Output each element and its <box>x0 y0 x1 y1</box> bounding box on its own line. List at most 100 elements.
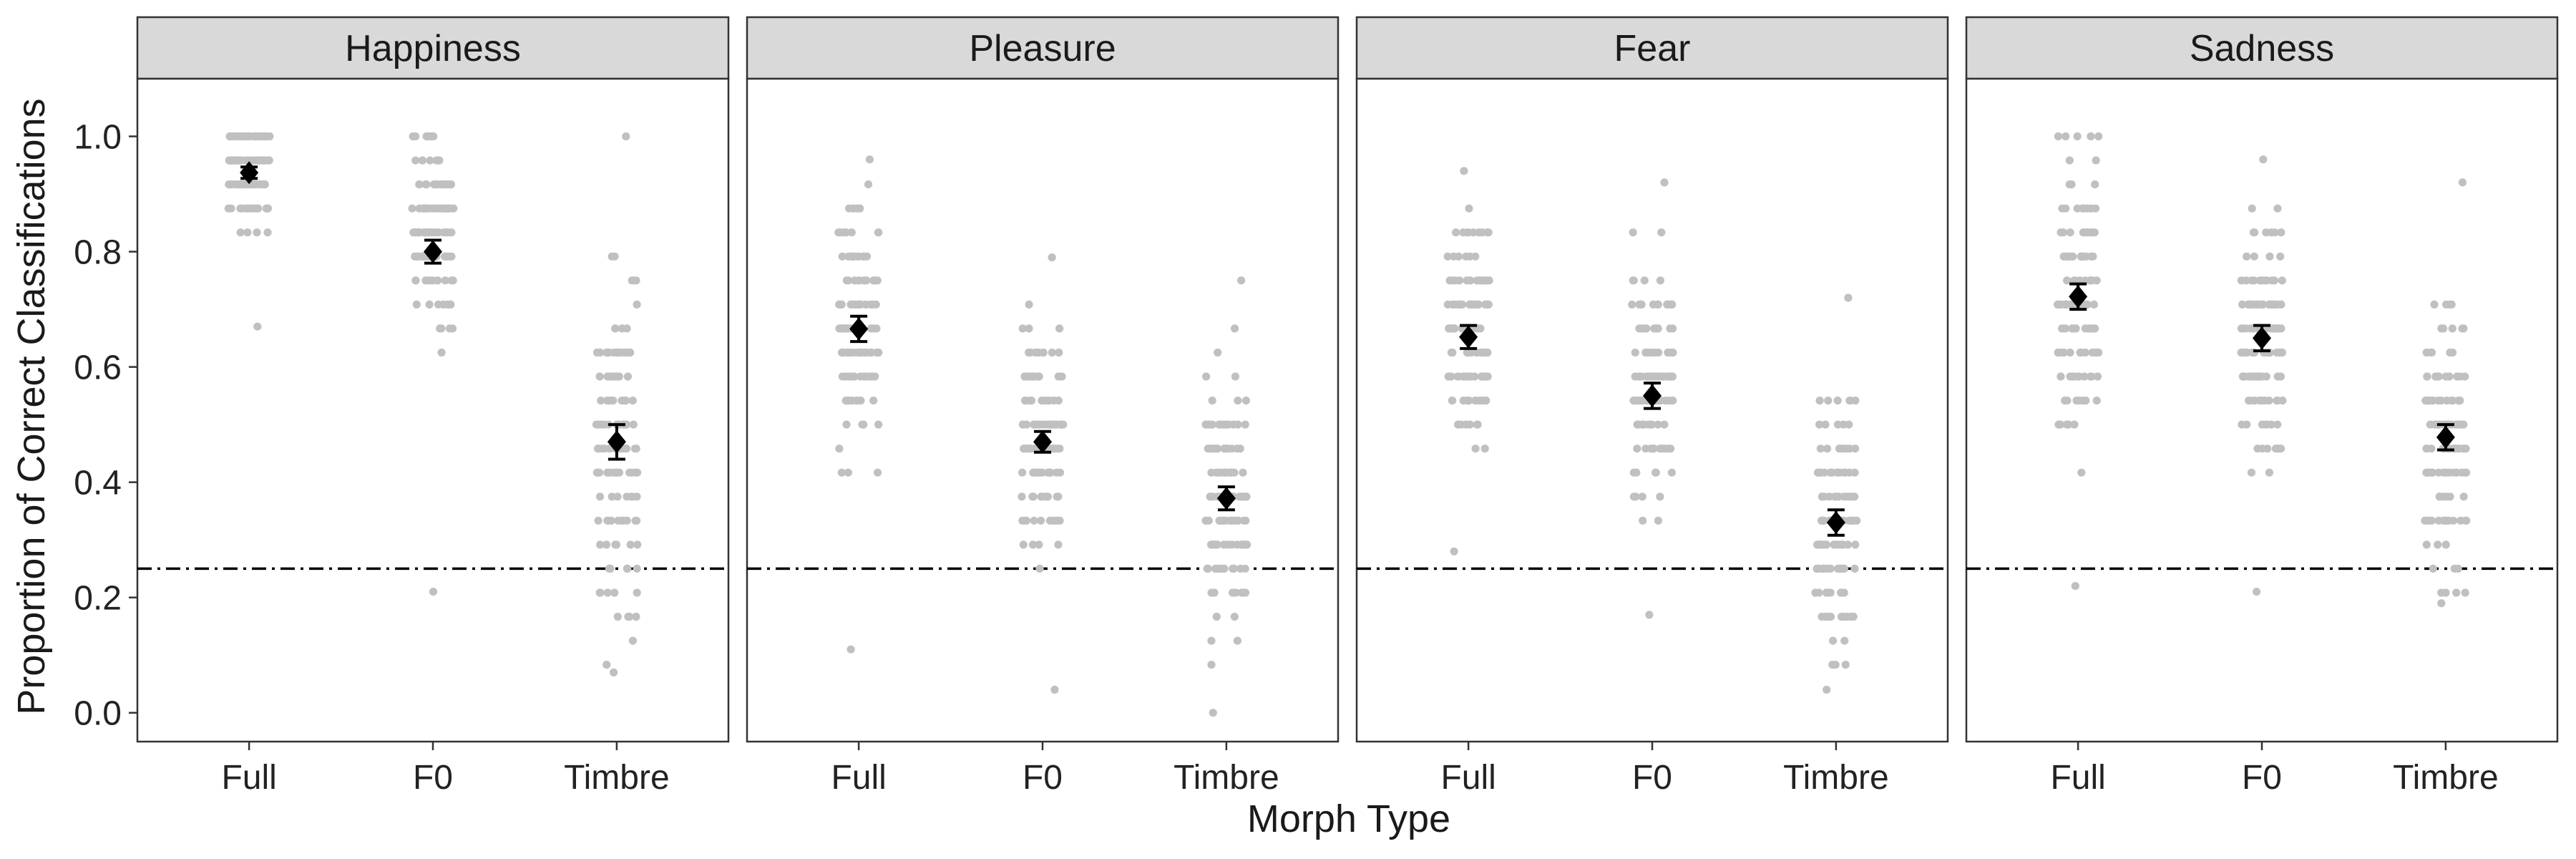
data-point <box>843 397 852 405</box>
data-point <box>224 204 233 213</box>
data-point <box>1835 540 1844 549</box>
data-point <box>418 156 427 165</box>
data-point <box>2054 132 2062 141</box>
data-point <box>633 492 641 501</box>
data-point <box>847 252 856 261</box>
data-point <box>2062 252 2071 261</box>
data-point <box>1041 397 1050 405</box>
data-point <box>2459 492 2468 501</box>
data-point <box>252 180 260 189</box>
data-point <box>622 132 630 141</box>
data-point <box>2429 564 2437 573</box>
data-point <box>613 612 622 621</box>
data-point <box>434 300 443 309</box>
data-point <box>1229 564 1237 573</box>
data-point <box>1471 397 1480 405</box>
panel-happiness: Happiness Full F0 Timbre <box>136 16 730 797</box>
data-point <box>2265 397 2273 405</box>
data-point <box>873 468 882 477</box>
data-point <box>1840 636 1849 645</box>
data-point <box>2265 252 2274 261</box>
data-point <box>2439 468 2448 477</box>
data-point <box>2258 300 2267 309</box>
data-point <box>1652 324 1660 333</box>
mean-marker <box>1459 325 1478 349</box>
data-point <box>441 180 449 189</box>
data-point <box>2242 324 2250 333</box>
mean-marker <box>1033 430 1052 454</box>
data-point <box>633 300 641 309</box>
data-point <box>1470 372 1479 381</box>
data-point <box>1204 516 1213 525</box>
data-point <box>437 324 446 333</box>
data-point <box>228 132 237 141</box>
x-tick-label: F0 <box>2242 759 2282 797</box>
data-point <box>2445 468 2454 477</box>
data-point <box>1641 445 1650 453</box>
data-point <box>1851 445 1860 453</box>
data-point <box>1660 445 1669 453</box>
data-point <box>1018 492 1026 501</box>
data-point <box>1837 588 1845 597</box>
data-point <box>1030 516 1038 525</box>
facet-title: Happiness <box>345 28 521 69</box>
data-point <box>429 588 438 596</box>
mean-marker <box>2069 285 2088 309</box>
data-point <box>850 276 859 285</box>
data-point <box>835 300 844 309</box>
data-point <box>1048 253 1056 262</box>
x-tick-label: Timbre <box>564 759 670 797</box>
data-point <box>854 204 864 213</box>
data-point <box>1838 445 1847 453</box>
data-point <box>1844 293 1853 302</box>
panel-frame <box>136 77 730 743</box>
data-point <box>1484 228 1493 237</box>
data-point <box>865 155 874 164</box>
data-point <box>1829 636 1838 645</box>
data-point <box>1823 685 1831 694</box>
data-point <box>597 397 605 405</box>
data-point <box>2075 276 2084 285</box>
data-point <box>1649 445 1658 453</box>
data-point <box>2430 300 2439 309</box>
data-point <box>1027 445 1035 453</box>
data-point <box>1640 276 1649 285</box>
data-point <box>411 156 420 165</box>
data-point <box>2080 372 2089 381</box>
mean-errorbar-f0 <box>2253 324 2271 353</box>
y-axis-title: Proportion of Correct Classifications <box>10 98 53 714</box>
data-point <box>243 228 252 237</box>
data-point <box>1020 397 1030 405</box>
data-point <box>2441 372 2450 381</box>
mean-marker <box>1826 511 1845 535</box>
data-point <box>1656 276 1664 285</box>
data-point <box>842 228 851 237</box>
data-point <box>1035 564 1044 573</box>
data-point <box>1850 564 1859 573</box>
data-point <box>1666 372 1674 381</box>
data-point <box>1631 372 1639 381</box>
data-point <box>1037 516 1045 525</box>
data-point <box>633 540 642 549</box>
mean-marker <box>607 430 626 454</box>
data-point <box>2439 324 2448 333</box>
data-point <box>444 252 452 261</box>
data-point <box>592 420 601 429</box>
y-tick-label: 0.4 <box>74 465 122 503</box>
data-point <box>839 348 848 357</box>
data-point <box>2263 276 2271 285</box>
data-point <box>2249 228 2258 237</box>
data-point <box>441 276 449 285</box>
data-point <box>609 397 618 405</box>
panels: Happiness Full F0 Timbre Pleasure Full F0 Timbr… <box>136 16 2559 797</box>
data-point <box>260 180 269 189</box>
y-tick-label: 0.6 <box>74 349 122 387</box>
data-point <box>1220 445 1229 453</box>
data-point <box>613 492 622 501</box>
data-point <box>1216 516 1225 525</box>
data-point <box>236 228 245 237</box>
data-point <box>602 540 611 549</box>
data-point <box>415 180 424 189</box>
data-point <box>1053 445 1062 453</box>
